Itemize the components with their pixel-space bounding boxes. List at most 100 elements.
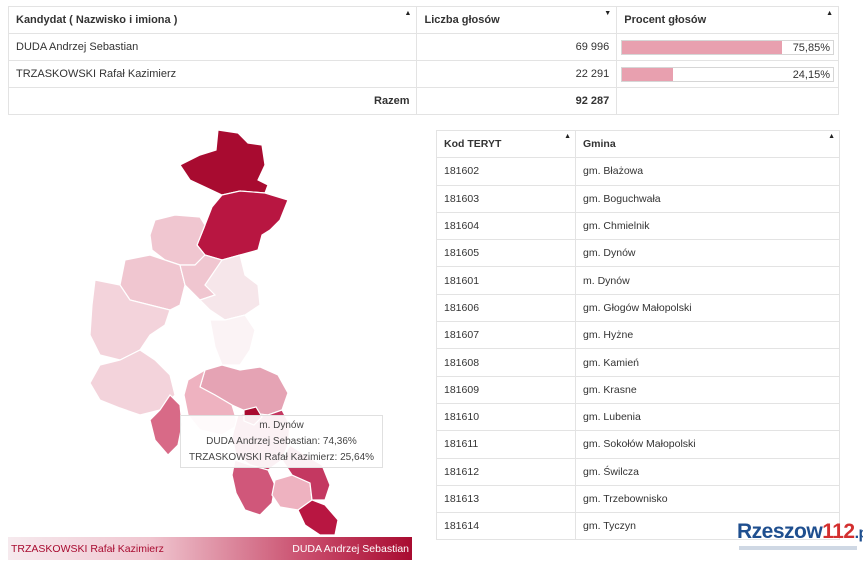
gmina-name: gm. Tyczyn — [575, 512, 840, 541]
teryt-code: 181610 — [436, 402, 576, 432]
map-region-trzebownisko[interactable] — [179, 129, 269, 196]
logo-tagline-bar — [739, 546, 857, 550]
map-region-chmielnik[interactable] — [198, 254, 261, 321]
logo-part-3: .pl — [854, 525, 863, 542]
column-header-candidate[interactable]: Kandydat ( Nazwisko i imiona ) ▲ — [7, 6, 418, 34]
tooltip-title: m. Dynów — [259, 420, 304, 431]
teryt-code: 181613 — [436, 484, 576, 514]
gmina-map — [89, 129, 339, 536]
gmina-name: gm. Hyżne — [575, 321, 840, 350]
teryt-table: Kod TERYT ▲ Gmina ▲ 181602 gm. Błażowa 181… — [436, 129, 840, 541]
results-header-row: Kandydat ( Nazwisko i imiona ) ▲ Liczba … — [7, 6, 839, 34]
gmina-name: gm. Krasne — [575, 375, 840, 404]
table-row[interactable]: 181607 gm. Hyżne — [436, 321, 840, 350]
sort-icon[interactable]: ▲ — [404, 10, 412, 17]
legend-label-right: DUDA Andrzej Sebastian — [292, 543, 409, 555]
vote-count: 22 291 — [416, 60, 618, 88]
gmina-name: gm. Głogów Małopolski — [575, 293, 840, 323]
table-row[interactable]: 181610 gm. Lubenia — [436, 402, 840, 432]
sort-icon[interactable]: ▲ — [828, 133, 835, 140]
table-row[interactable]: 181604 gm. Chmielnik — [436, 211, 840, 241]
color-legend: TRZASKOWSKI Rafał Kazimierz DUDA Andrzej… — [8, 537, 412, 560]
map-region-west-strip[interactable] — [149, 394, 183, 456]
map-region-krasne[interactable] — [196, 190, 289, 261]
gmina-name: gm. Trzebownisko — [575, 484, 840, 514]
teryt-code: 181606 — [436, 293, 576, 323]
logo-text: Rzeszow112.pl — [737, 520, 863, 544]
sort-desc-icon[interactable]: ▼ — [604, 10, 612, 17]
sort-icon[interactable]: ▲ — [564, 133, 571, 140]
table-row: DUDA Andrzej Sebastian 69 996 75,85% — [7, 33, 839, 61]
teryt-code: 181603 — [436, 184, 576, 213]
table-row[interactable]: 181608 gm. Kamień — [436, 348, 840, 377]
column-header-gmina-label: Gmina — [583, 138, 616, 151]
sort-icon[interactable]: ▲ — [826, 10, 833, 17]
gmina-name: gm. Sokołów Małopolski — [575, 430, 840, 459]
table-row[interactable]: 181614 gm. Tyczyn — [436, 512, 840, 541]
teryt-code: 181614 — [436, 512, 576, 541]
gmina-name: m. Dynów — [575, 266, 840, 295]
teryt-code: 181609 — [436, 375, 576, 404]
table-row[interactable]: 181611 gm. Sokołów Małopolski — [436, 430, 840, 459]
percent-label: 75,85% — [792, 41, 830, 54]
percent-label: 24,15% — [792, 68, 830, 81]
column-header-gmina[interactable]: Gmina ▲ — [575, 129, 840, 159]
teryt-header-row: Kod TERYT ▲ Gmina ▲ — [436, 129, 840, 159]
teryt-code: 181608 — [436, 348, 576, 377]
column-header-candidate-label: Kandydat ( Nazwisko i imiona ) — [16, 14, 178, 26]
table-row[interactable]: 181605 gm. Dynów — [436, 239, 840, 268]
teryt-code: 181611 — [436, 430, 576, 459]
gmina-name: gm. Chmielnik — [575, 211, 840, 241]
teryt-code: 181612 — [436, 457, 576, 486]
map-region-south-4[interactable] — [297, 499, 339, 536]
legend-label-left: TRZASKOWSKI Rafał Kazimierz — [11, 543, 164, 555]
table-row[interactable]: 181609 gm. Krasne — [436, 375, 840, 404]
table-row[interactable]: 181612 gm. Świlcza — [436, 457, 840, 486]
teryt-code: 181604 — [436, 211, 576, 241]
gmina-name: gm. Dynów — [575, 239, 840, 268]
teryt-code: 181607 — [436, 321, 576, 350]
map-region-center[interactable] — [89, 349, 176, 416]
table-row[interactable]: 181613 gm. Trzebownisko — [436, 484, 840, 514]
logo-part-1: Rzeszow — [737, 520, 823, 543]
column-header-teryt-label: Kod TERYT — [444, 138, 502, 151]
teryt-code: 181602 — [436, 157, 576, 186]
teryt-code: 181605 — [436, 239, 576, 268]
percent-bar-fill — [622, 40, 783, 54]
column-header-votes-label: Liczba głosów — [424, 14, 500, 26]
percent-bar: 75,85% — [621, 39, 834, 55]
total-empty-cell — [616, 87, 839, 115]
logo-part-2: 112 — [822, 520, 855, 543]
total-votes: 92 287 — [416, 87, 618, 115]
column-header-percent-label: Procent głosów — [624, 14, 707, 26]
table-row[interactable]: 181606 gm. Głogów Małopolski — [436, 293, 840, 323]
percent-bar-fill — [622, 67, 674, 81]
total-label: Razem — [7, 87, 418, 115]
gmina-name: gm. Błażowa — [575, 157, 840, 186]
vote-count: 69 996 — [416, 33, 618, 61]
column-header-votes[interactable]: Liczba głosów ▼ — [416, 6, 618, 34]
percent-cell: 24,15% — [616, 60, 839, 88]
tooltip-line-trzaskowski: TRZASKOWSKI Rafał Kazimierz: 25,64% — [188, 452, 375, 463]
column-header-teryt[interactable]: Kod TERYT ▲ — [436, 129, 576, 159]
table-row: TRZASKOWSKI Rafał Kazimierz 22 291 24,15… — [7, 60, 839, 88]
gmina-name: gm. Kamień — [575, 348, 840, 377]
tooltip-line-duda: DUDA Andrzej Sebastian: 74,36% — [206, 436, 357, 447]
results-table: Kandydat ( Nazwisko i imiona ) ▲ Liczba … — [7, 6, 839, 115]
candidate-name: DUDA Andrzej Sebastian — [7, 33, 418, 61]
map-region-lubenia[interactable] — [89, 279, 171, 361]
map-region-tyczyn[interactable] — [209, 314, 256, 366]
table-row[interactable]: 181601 m. Dynów — [436, 266, 840, 295]
gmina-name: gm. Boguchwała — [575, 184, 840, 213]
total-row: Razem 92 287 — [7, 87, 839, 115]
gmina-name: gm. Świlcza — [575, 457, 840, 486]
percent-cell: 75,85% — [616, 33, 839, 61]
teryt-code: 181601 — [436, 266, 576, 295]
table-row[interactable]: 181602 gm. Błażowa — [436, 157, 840, 186]
table-row[interactable]: 181603 gm. Boguchwała — [436, 184, 840, 213]
percent-bar: 24,15% — [621, 66, 834, 82]
candidate-name: TRZASKOWSKI Rafał Kazimierz — [7, 60, 418, 88]
site-logo: Rzeszow112.pl — [735, 520, 863, 558]
map-tooltip: m. Dynów DUDA Andrzej Sebastian: 74,36% … — [180, 415, 383, 468]
column-header-percent[interactable]: Procent głosów ▲ — [616, 6, 839, 34]
